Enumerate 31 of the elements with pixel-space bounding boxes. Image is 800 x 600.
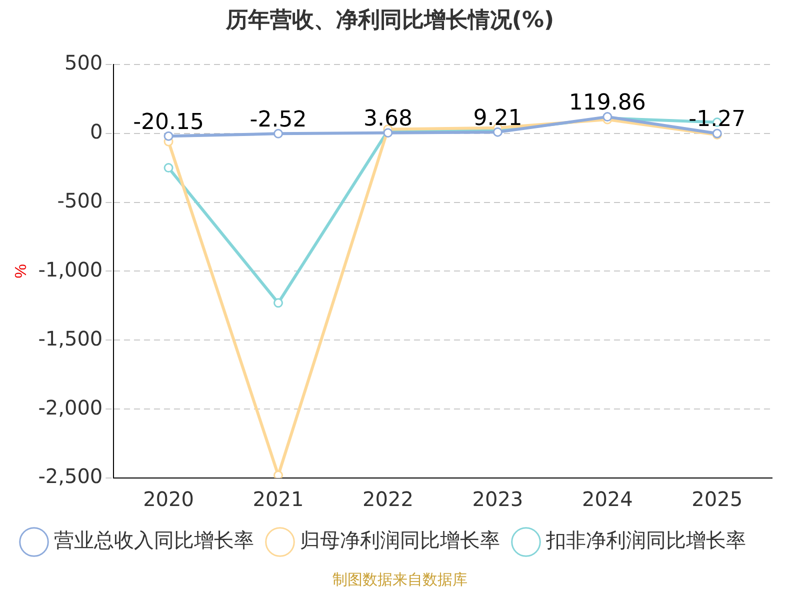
- point: [383, 128, 393, 138]
- x-tick-label: 2023: [472, 487, 524, 512]
- x-tick-label: 2021: [252, 487, 304, 512]
- y-axis-title: %: [13, 264, 30, 278]
- y-tick-label: -1,000: [38, 257, 103, 282]
- y-tick-label: -1,500: [38, 326, 103, 350]
- data-label: 3.68: [363, 106, 412, 132]
- x-tick-label: 2024: [582, 487, 633, 512]
- data-label: 9.21: [473, 106, 522, 131]
- x-tick-label: 2020: [143, 487, 194, 512]
- chart-title: 历年营收、净利同比增长情况(%): [224, 8, 554, 33]
- legend-label: 归母净利润同比增长率: [300, 528, 500, 552]
- point: [274, 298, 284, 308]
- y-tick-label: -2,500: [38, 464, 103, 488]
- y-tick-label: -2,000: [38, 395, 103, 420]
- y-tick-label: 0: [90, 120, 103, 144]
- y-tick-label: -500: [57, 188, 103, 212]
- point: [274, 470, 284, 478]
- legend-label: 扣非净利润同比增长率: [545, 528, 746, 552]
- legend-label: 营业总收入同比增长率: [54, 528, 254, 552]
- point: [274, 128, 284, 138]
- data-label: 119.86: [568, 90, 646, 116]
- data-label: -1.27: [688, 107, 746, 132]
- x-tick-label: 2022: [362, 487, 414, 512]
- point: [164, 163, 174, 173]
- x-tick-label: 2025: [692, 487, 743, 512]
- y-tick-label: 500: [64, 50, 103, 75]
- data-label: -20.15: [133, 110, 204, 135]
- point: [164, 131, 174, 141]
- text: 制图数据来自数据库: [332, 570, 468, 588]
- data-label: -2.52: [250, 107, 307, 132]
